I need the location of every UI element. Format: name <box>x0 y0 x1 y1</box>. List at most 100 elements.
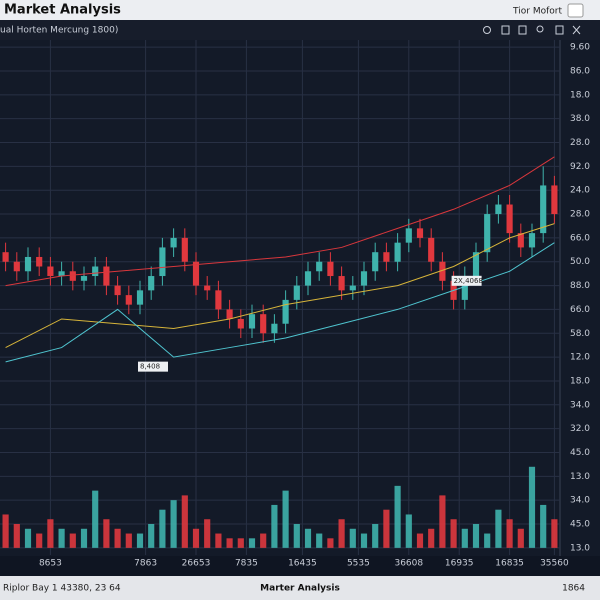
candle-body <box>528 233 536 248</box>
candle-body <box>461 276 468 300</box>
x-tick-label: 36608 <box>394 559 423 569</box>
status-right: 1864 <box>562 584 585 594</box>
candle-body <box>349 285 356 291</box>
annotation: 8,408 <box>140 363 160 371</box>
volume-bar <box>24 528 32 548</box>
candle-body <box>304 271 312 286</box>
volume-bar <box>450 519 457 548</box>
y-tick-label: 24.0 <box>570 186 590 196</box>
toolbar <box>0 20 600 40</box>
candle-body <box>293 285 300 300</box>
volume-bar <box>338 519 345 548</box>
menu-button[interactable] <box>567 3 584 18</box>
search-icon[interactable] <box>536 25 544 33</box>
moving-average <box>5 242 555 363</box>
volume-bar <box>69 533 76 548</box>
user-name: Tior Mofort <box>512 7 562 17</box>
candle-body <box>226 309 233 319</box>
candle-body <box>69 271 76 281</box>
y-tick-label: 12.0 <box>570 353 590 363</box>
candle-body <box>271 323 278 334</box>
candle-body <box>248 314 256 329</box>
candle-body <box>114 285 121 296</box>
volume-bar <box>528 466 536 548</box>
volume-bar <box>428 528 435 548</box>
x-tick-label: 7863 <box>134 559 157 569</box>
y-tick-label: 9.60 <box>570 43 590 53</box>
x-tick-label: 16435 <box>288 559 317 569</box>
volume-bar <box>80 528 88 548</box>
export-icon[interactable] <box>555 25 564 35</box>
candle-body <box>58 271 65 277</box>
volume-bar <box>293 524 300 548</box>
x-tick-label: 26653 <box>182 559 211 569</box>
candle-body <box>103 266 110 286</box>
volume-bar <box>103 519 110 548</box>
candle-body <box>136 290 144 305</box>
candle-body <box>282 299 289 324</box>
volume-bar <box>484 533 491 548</box>
annotation-box <box>451 275 482 286</box>
y-tick-label: 13.0 <box>570 543 590 553</box>
volume-bar <box>192 528 200 548</box>
volume-bar <box>282 490 289 548</box>
volume-bar <box>540 504 547 548</box>
x-tick-label: 5535 <box>347 559 370 569</box>
volume-bar <box>472 524 480 548</box>
volume-bar <box>327 538 334 548</box>
volume-bar <box>36 533 43 548</box>
candle-body <box>181 237 188 262</box>
y-tick-label: 28.0 <box>570 210 590 220</box>
volume-bar <box>394 485 401 548</box>
y-tick-label: 88.0 <box>570 281 590 291</box>
volume-bar <box>181 495 188 548</box>
volume-bar <box>159 509 166 548</box>
volume-bar <box>304 528 312 548</box>
volume-bar <box>226 538 233 548</box>
candle-body <box>125 295 132 305</box>
candle-body <box>192 261 200 286</box>
y-tick-label: 18.0 <box>570 376 590 386</box>
save-icon[interactable] <box>501 25 510 35</box>
volume-bar <box>405 514 412 548</box>
y-tick-label: 45.0 <box>570 520 590 530</box>
app-title: Market Analysis <box>4 3 121 18</box>
candle-body <box>237 318 244 329</box>
volume-bar <box>271 504 278 548</box>
candle-body <box>159 247 166 277</box>
y-tick-label: 92.0 <box>570 162 590 172</box>
volume-bar <box>125 533 132 548</box>
x-tick-label: 7835 <box>235 559 258 569</box>
volume-bar <box>136 533 144 548</box>
candle-body <box>472 252 480 277</box>
candle-body <box>495 204 502 215</box>
candle-body <box>24 256 32 272</box>
volume-bar <box>416 533 424 548</box>
y-tick-label: 18.0 <box>570 90 590 100</box>
y-tick-label: 86.0 <box>570 66 590 76</box>
volume-bar <box>551 519 558 548</box>
y-tick-label: 45.0 <box>570 448 590 458</box>
candle-body <box>204 285 211 291</box>
volume-bar <box>349 528 356 548</box>
close-icon[interactable] <box>572 25 581 35</box>
candle-body <box>517 233 524 248</box>
candle-body <box>416 228 424 238</box>
layout-icon[interactable] <box>518 25 527 35</box>
x-axis-bar <box>0 556 600 576</box>
title-bar <box>0 0 600 20</box>
status-left: Riplor Bay 1 43380, 23 64 <box>3 584 121 594</box>
candle-body <box>383 252 390 262</box>
refresh-icon[interactable] <box>483 26 491 34</box>
volume-bar <box>461 528 468 548</box>
annotation-box <box>138 361 168 372</box>
volume-bar <box>204 519 211 548</box>
toolbar-label: ual Horten Mercung 1800) <box>0 26 118 36</box>
candle-body <box>148 276 155 291</box>
candle-body <box>92 266 99 277</box>
candle-body <box>360 271 368 286</box>
candle-body <box>47 266 54 277</box>
volume-bar <box>92 490 99 548</box>
